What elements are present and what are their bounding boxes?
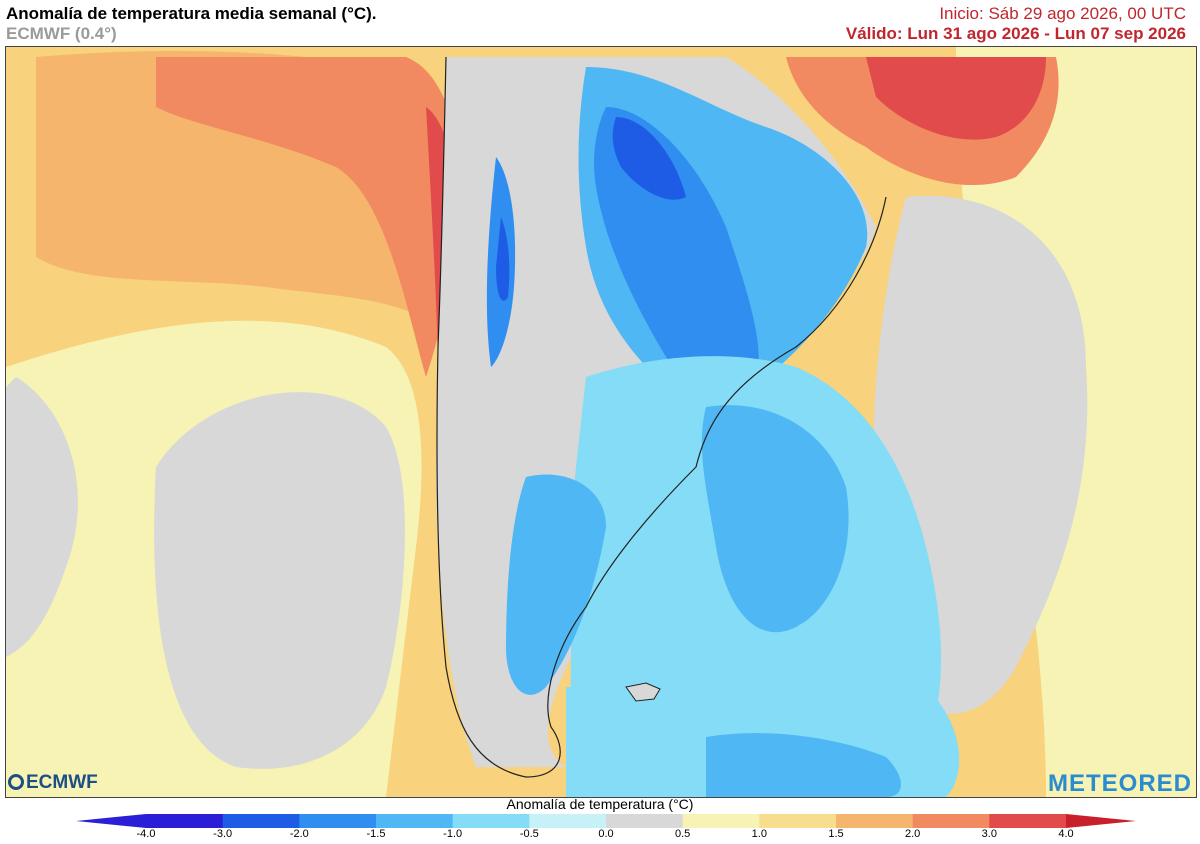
colorbar-tick-label: 4.0 — [1058, 828, 1074, 840]
colorbar-title: Anomalía de temperatura (°C) — [506, 796, 694, 812]
colorbar-arrow-low — [76, 814, 146, 828]
colorbar-ticks: -4.0 -3.0 -2.0 -1.5 -1.0 -0.5 0.0 0.5 1.0 1.5 2.0 3… — [0, 828, 1200, 844]
colorbar-segment — [529, 814, 607, 828]
colorbar-segment — [222, 814, 300, 828]
colorbar-tick-label: 1.5 — [828, 828, 844, 840]
colorbar-tick-label: 3.0 — [981, 828, 997, 840]
meteored-logo: METEORED — [1047, 770, 1192, 797]
colorbar-tick-label: -1.5 — [366, 828, 386, 840]
neutral-region — [154, 392, 405, 769]
ecmwf-logo-icon — [8, 774, 24, 790]
ecmwf-logo-text: ECMWF — [26, 772, 98, 793]
colorbar-tick-label: 0.5 — [675, 828, 691, 840]
colorbar-arrow-high — [1066, 814, 1136, 828]
colorbar-segment — [606, 814, 684, 828]
init-time: Inicio: Sáb 29 ago 2026, 00 UTC — [939, 4, 1186, 23]
colorbar-tick-label: 0.0 — [598, 828, 614, 840]
colorbar-tick-label: -2.0 — [289, 828, 309, 840]
colorbar-segment — [912, 814, 990, 828]
neutral-region — [6, 377, 78, 657]
colorbar-tick-label: -3.0 — [213, 828, 233, 840]
colorbar-segment — [759, 814, 837, 828]
colorbar-segment — [376, 814, 454, 828]
falkland-islands — [625, 682, 661, 702]
ecmwf-logo: ECMWF — [8, 772, 98, 794]
cold-anomaly-region — [706, 733, 901, 797]
colorbar-segment — [989, 814, 1067, 828]
anomaly-map-canvas — [6, 47, 1196, 797]
colorbar-segment — [682, 814, 760, 828]
colorbar-tick-label: 1.0 — [751, 828, 767, 840]
positive-anomaly-region — [156, 57, 463, 377]
valid-period: Válido: Lun 31 ago 2026 - Lun 07 sep 202… — [845, 24, 1186, 43]
map-title: Anomalía de temperatura media semanal (°… — [6, 4, 377, 23]
colorbar-segment — [299, 814, 377, 828]
colorbar-tick-label: 2.0 — [905, 828, 921, 840]
colorbar-segment — [146, 814, 224, 828]
colorbar-segment — [836, 814, 914, 828]
cold-anomaly-region — [506, 474, 606, 695]
colorbar-tick-label: -1.0 — [443, 828, 463, 840]
cold-anomaly-region — [701, 405, 849, 633]
colorbar-tick-label: -0.5 — [519, 828, 539, 840]
colorbar — [76, 814, 1136, 828]
coastline — [436, 56, 887, 778]
andes-cold-strip — [496, 217, 510, 301]
model-label: ECMWF (0.4°) — [6, 24, 117, 43]
colorbar-segment — [452, 814, 530, 828]
anomaly-map[interactable] — [5, 46, 1197, 798]
colorbar-tick-label: -4.0 — [136, 828, 156, 840]
strong-positive-region — [866, 57, 1046, 140]
strong-cold-region — [612, 117, 686, 200]
